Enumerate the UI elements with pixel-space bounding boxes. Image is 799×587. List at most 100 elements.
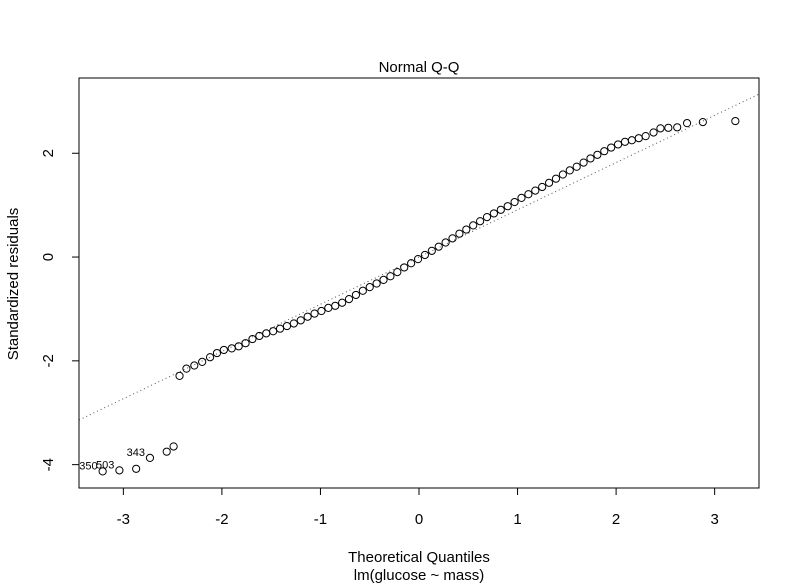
- data-point: [175, 371, 184, 380]
- data-point: [482, 212, 492, 222]
- data-point: [351, 290, 361, 300]
- data-point: [434, 242, 443, 251]
- y-tick-label: -2: [40, 354, 57, 367]
- data-point: [255, 331, 264, 341]
- data-point: [400, 263, 409, 272]
- y-axis: -4 -2 0 2: [40, 149, 80, 471]
- data-point: [462, 225, 471, 234]
- data-point: [338, 298, 347, 307]
- point-annotation: 343: [127, 447, 145, 459]
- data-point: [558, 170, 567, 179]
- data-point: [275, 324, 285, 333]
- x-tick-label: -2: [215, 511, 228, 528]
- data-point: [455, 229, 464, 238]
- data-point: [289, 319, 298, 328]
- data-point: [227, 344, 236, 353]
- data-point: [641, 132, 650, 141]
- data-point: [496, 205, 505, 214]
- reference-line: [78, 93, 760, 421]
- data-point: [627, 136, 636, 145]
- data-point: [296, 316, 305, 325]
- data-point: [634, 134, 643, 143]
- data-point: [386, 272, 395, 281]
- data-point: [544, 178, 554, 187]
- chart-subtitle: lm(glucose ~ mass): [354, 567, 484, 584]
- data-point: [413, 255, 423, 264]
- data-point: [303, 312, 312, 321]
- chart-title: Normal Q-Q: [379, 59, 460, 76]
- data-point: [169, 442, 178, 451]
- data-point: [620, 137, 630, 146]
- data-point: [572, 162, 581, 171]
- data-point: [98, 467, 107, 476]
- data-point: [198, 357, 207, 366]
- data-point: [393, 268, 402, 277]
- point-annotation: 350: [79, 460, 97, 472]
- data-point: [282, 321, 292, 331]
- data-point: [510, 197, 519, 207]
- data-point: [407, 259, 416, 268]
- y-axis-label: Standardized residuals: [5, 208, 22, 361]
- data-point: [579, 158, 588, 167]
- data-point: [344, 294, 354, 304]
- reference-line-layer: [78, 93, 760, 421]
- data-point: [115, 466, 124, 475]
- data-point: [649, 128, 658, 137]
- point-annotation: 503: [96, 459, 114, 471]
- plot-frame: [78, 77, 760, 489]
- x-axis: -3 -2 -1 0 1 2 3: [117, 487, 719, 528]
- data-point: [469, 221, 478, 230]
- x-axis-label: Theoretical Quantiles: [348, 549, 490, 566]
- points-layer: [98, 116, 740, 476]
- data-point: [241, 339, 250, 348]
- data-point: [517, 193, 526, 202]
- data-point: [162, 447, 171, 456]
- data-point: [190, 361, 199, 370]
- data-point: [538, 182, 547, 192]
- data-point: [205, 353, 215, 362]
- x-tick-label: 2: [612, 511, 620, 528]
- data-point: [145, 453, 155, 462]
- data-point: [682, 119, 692, 128]
- data-point: [248, 334, 257, 344]
- data-point: [331, 301, 340, 310]
- data-point: [269, 327, 278, 336]
- data-point: [372, 279, 381, 288]
- data-point: [613, 140, 623, 149]
- x-tick-label: -3: [117, 511, 130, 528]
- data-point: [219, 345, 228, 355]
- data-point: [673, 123, 682, 132]
- data-point: [317, 306, 326, 316]
- x-tick-label: 1: [513, 511, 521, 528]
- data-point: [420, 250, 430, 260]
- data-point: [607, 143, 616, 152]
- data-point: [524, 190, 533, 199]
- y-tick-label: -4: [40, 458, 57, 471]
- data-point: [324, 303, 333, 313]
- data-point: [503, 202, 512, 211]
- data-point: [731, 116, 740, 126]
- data-point: [212, 348, 222, 358]
- data-point: [586, 154, 595, 163]
- x-tick-label: 0: [415, 511, 423, 528]
- data-point: [358, 286, 367, 295]
- data-point: [551, 174, 561, 183]
- data-point: [182, 364, 191, 373]
- data-point: [132, 464, 141, 473]
- data-point: [600, 147, 609, 156]
- data-point: [310, 309, 319, 318]
- data-point: [448, 234, 457, 243]
- data-point: [531, 186, 540, 195]
- data-point: [565, 166, 574, 175]
- data-point: [379, 275, 388, 284]
- data-point: [489, 209, 498, 218]
- x-tick-label: -1: [314, 511, 327, 528]
- y-tick-label: 2: [40, 149, 57, 157]
- data-point: [427, 246, 436, 255]
- data-point: [698, 118, 707, 127]
- data-point: [441, 238, 450, 247]
- data-point: [664, 123, 673, 132]
- data-point: [476, 217, 485, 226]
